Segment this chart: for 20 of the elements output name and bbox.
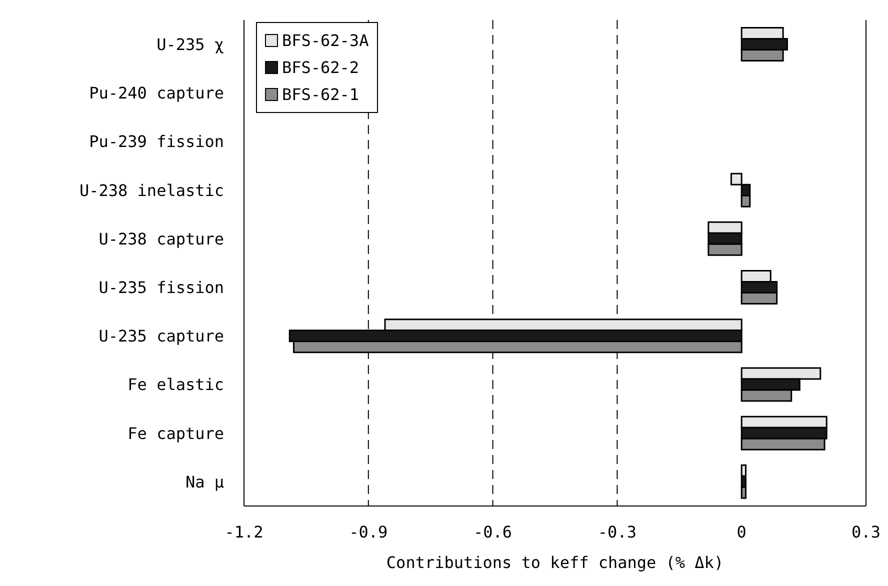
y-tick-label: U-235 χ bbox=[156, 34, 224, 54]
legend-label: BFS-62-2 bbox=[282, 57, 360, 79]
legend-label: BFS-62-3A bbox=[282, 30, 369, 52]
y-tick-label: Fe capture bbox=[128, 424, 224, 443]
x-tick-label: -0.9 bbox=[349, 522, 388, 542]
x-tick-label: -0.6 bbox=[474, 522, 512, 542]
x-axis-title: Contributions to keff change (% Δk) bbox=[386, 553, 724, 572]
y-tick-label: Na μ bbox=[185, 472, 224, 492]
y-tick-label: U-235 capture bbox=[98, 326, 224, 346]
x-tick-label: -0.3 bbox=[598, 522, 636, 542]
y-tick-label: U-235 fission bbox=[98, 278, 224, 297]
x-tick-label: 0.3 bbox=[852, 522, 880, 542]
x-tick-label: 0 bbox=[736, 522, 746, 542]
y-tick-label: Pu-240 capture bbox=[89, 84, 224, 103]
y-tick-label: U-238 capture bbox=[98, 229, 224, 248]
legend-label: BFS-62-1 bbox=[282, 84, 360, 106]
y-tick-label: U-238 inelastic bbox=[80, 180, 224, 200]
x-tick-label: -1.2 bbox=[224, 522, 264, 542]
y-tick-label: Fe elastic bbox=[128, 375, 224, 394]
y-tick-label: Pu-239 fission bbox=[89, 132, 224, 152]
